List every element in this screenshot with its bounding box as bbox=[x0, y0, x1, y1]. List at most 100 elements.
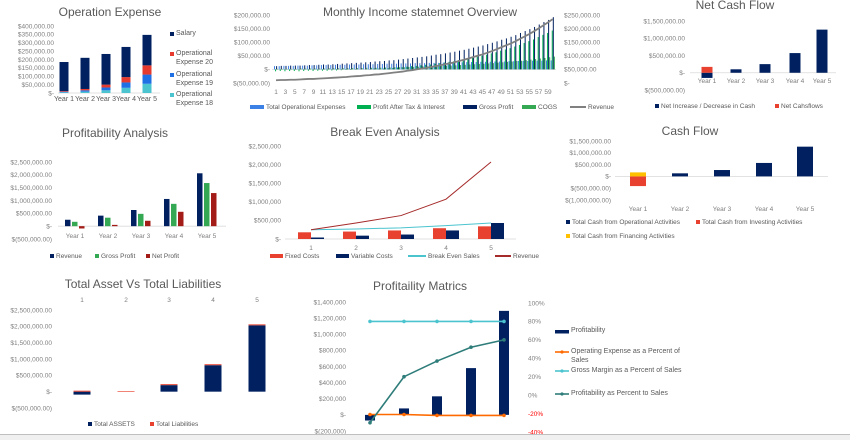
x-tick-label: Year 1 bbox=[629, 206, 648, 213]
bar-0-28 bbox=[405, 63, 406, 69]
legend-item: Total Liabilities bbox=[156, 421, 199, 428]
bar-3-4 bbox=[296, 69, 297, 70]
bar-2-55 bbox=[534, 27, 535, 69]
line-2-point bbox=[368, 320, 372, 324]
legend-item: Profit After Tax & Interest bbox=[373, 104, 445, 111]
x-tick-label: 15 bbox=[338, 89, 346, 96]
x-tick-label: Year 3 bbox=[713, 206, 732, 213]
bar-1-4 bbox=[204, 183, 210, 226]
y-tick-label: 40% bbox=[528, 356, 541, 363]
bar-1-13 bbox=[336, 69, 337, 70]
bar-2-27 bbox=[403, 59, 404, 69]
bar-1-1 bbox=[280, 69, 281, 71]
bar-1-2 bbox=[138, 214, 144, 226]
bar-2-24 bbox=[389, 60, 390, 69]
y-tick-label: $2,000,000.00 bbox=[10, 324, 52, 331]
bar-2-0 bbox=[276, 66, 277, 69]
bar-1-24 bbox=[388, 68, 389, 69]
bar-2-18 bbox=[361, 63, 362, 70]
bar-3-12 bbox=[333, 68, 334, 69]
bar-0-19 bbox=[363, 64, 364, 69]
x-tick-label: 17 bbox=[347, 89, 355, 96]
bar-3-7 bbox=[310, 69, 311, 70]
legend-item-marker bbox=[463, 105, 477, 109]
y-tick-label: $1,500,000.00 bbox=[10, 185, 52, 192]
y-tick-label: $500,000.00 bbox=[649, 53, 686, 60]
y-tick-label: $150,000.00 bbox=[234, 26, 271, 33]
bar-1-0 bbox=[702, 67, 713, 73]
x-tick-label: 39 bbox=[451, 89, 459, 96]
y-tick-label: $150,000.00 bbox=[18, 65, 55, 72]
bar-1-0 bbox=[72, 222, 78, 226]
fixed-cost-bar bbox=[343, 232, 356, 239]
y-tick-label: $100,000.00 bbox=[564, 53, 601, 60]
x-tick-label: Year 1 bbox=[698, 78, 717, 85]
bar-2-44 bbox=[482, 45, 483, 69]
y-tick-label: $500,000.00 bbox=[16, 211, 53, 218]
bar-2-59 bbox=[553, 17, 554, 69]
y-tick-label: $500,000 bbox=[254, 218, 281, 225]
legend-item: Gross Profit bbox=[101, 253, 136, 260]
bar-1-27 bbox=[402, 67, 403, 69]
bar-0-4 bbox=[197, 173, 203, 226]
chart-title: Cash Flow bbox=[662, 124, 719, 138]
profitability-bar bbox=[499, 311, 509, 415]
bar-1-25 bbox=[392, 68, 393, 69]
bar-0-26 bbox=[396, 64, 397, 70]
x-tick-label: 55 bbox=[526, 89, 534, 96]
bar-3-37 bbox=[451, 66, 452, 70]
legend-item: Total Cash from Investing Activities bbox=[702, 219, 803, 226]
bar-2-0 bbox=[630, 172, 646, 176]
bar-0-40 bbox=[462, 62, 463, 69]
bar-2-17 bbox=[356, 63, 357, 70]
bar-1-14 bbox=[341, 69, 342, 70]
bar-2-21 bbox=[375, 62, 376, 70]
bar-2-43 bbox=[478, 47, 479, 70]
bar-2-42 bbox=[473, 48, 474, 70]
bar-1-2 bbox=[284, 69, 285, 71]
bar-1-49 bbox=[505, 50, 506, 70]
bar-2-47 bbox=[497, 41, 498, 69]
y-tick-label: $1,400,000 bbox=[313, 299, 346, 306]
bar-0-1 bbox=[672, 173, 688, 176]
x-tick-label: 31 bbox=[413, 89, 421, 96]
x-tick-label: Year 2 bbox=[671, 206, 690, 213]
x-tick-label: 5 bbox=[293, 89, 297, 96]
legend-marker-dot bbox=[560, 392, 563, 395]
bar-3-38 bbox=[455, 65, 456, 69]
legend-item-marker bbox=[775, 104, 779, 108]
bar-3-20 bbox=[371, 68, 372, 70]
bar-0-2 bbox=[102, 54, 111, 85]
bar-3-55 bbox=[535, 59, 536, 69]
fixed-cost-bar bbox=[388, 230, 401, 239]
bar-3-6 bbox=[305, 69, 306, 70]
bar-0-27 bbox=[401, 63, 402, 69]
bar-0-23 bbox=[382, 64, 383, 69]
x-tick-label: Year 2 bbox=[727, 78, 746, 85]
x-tick-label: Year 5 bbox=[796, 206, 815, 213]
y-tick-label: $400,000.00 bbox=[18, 23, 55, 30]
bar-0-1 bbox=[279, 66, 280, 69]
bar-0-4 bbox=[249, 325, 266, 391]
x-tick-label: 3 bbox=[284, 89, 288, 96]
legend-item-marker bbox=[95, 254, 99, 258]
y-tick-label: $(500,000.00) bbox=[12, 405, 52, 412]
y-tick-label: $1,000,000 bbox=[248, 199, 281, 206]
x-tick-label: 41 bbox=[460, 89, 468, 96]
bar-3-26 bbox=[399, 67, 400, 69]
bar-3-2 bbox=[102, 90, 111, 93]
bar-1-28 bbox=[406, 67, 407, 70]
legend-marker bbox=[170, 52, 174, 56]
bar-2-31 bbox=[421, 57, 422, 70]
x-tick-label: 5 bbox=[255, 297, 259, 304]
bar-0-54 bbox=[527, 61, 528, 69]
y-tick-label: $(50,000.00) bbox=[233, 80, 270, 87]
bar-2-28 bbox=[407, 59, 408, 70]
bar-1-48 bbox=[500, 51, 501, 70]
bar-2-12 bbox=[332, 64, 333, 69]
bar-1-53 bbox=[524, 43, 525, 69]
bar-0-4 bbox=[797, 147, 813, 177]
bar-0-47 bbox=[494, 62, 495, 70]
bar-3-1 bbox=[282, 69, 283, 70]
bar-3-40 bbox=[465, 65, 466, 70]
